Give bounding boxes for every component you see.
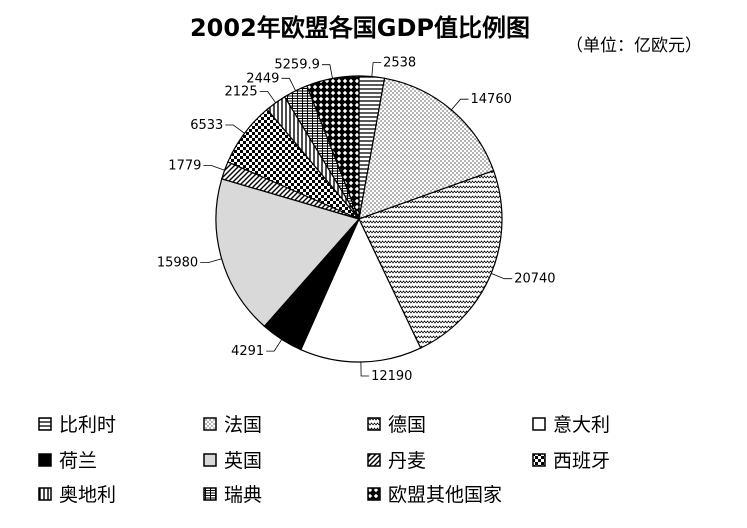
- data-label-7: 6533: [190, 118, 223, 133]
- leader-line-1: [451, 98, 469, 111]
- data-label-8: 2125: [225, 84, 258, 99]
- legend-item-2: 德国: [367, 410, 426, 437]
- legend-item-4: 荷兰: [38, 446, 97, 473]
- legend-swatch-1: [203, 416, 217, 431]
- legend-item-6: 丹麦: [367, 446, 426, 473]
- legend-item-0: 比利时: [38, 410, 116, 437]
- data-label-9: 2449: [246, 71, 279, 86]
- legend-item-10: 欧盟其他国家: [367, 480, 502, 507]
- data-label-0: 2538: [383, 56, 416, 71]
- legend-swatch-3: [532, 416, 546, 431]
- legend-swatch-10: [367, 486, 381, 501]
- legend-label-2: 德国: [388, 414, 427, 436]
- leader-line-9: [281, 77, 296, 91]
- legend-swatch-7: [532, 452, 546, 467]
- pie-slice-5: [215, 178, 361, 328]
- leader-line-5: [200, 258, 222, 264]
- legend-item-8: 奥地利: [38, 480, 116, 507]
- legend-label-0: 比利时: [59, 414, 117, 436]
- legend-swatch-9: [203, 486, 217, 501]
- leader-line-3: [360, 361, 370, 377]
- legend-item-7: 西班牙: [532, 446, 610, 473]
- data-label-1: 14760: [471, 92, 512, 107]
- leader-line-2: [491, 273, 513, 280]
- legend-swatch-5: [203, 452, 217, 467]
- legend-label-4: 荷兰: [59, 450, 98, 472]
- data-label-2: 20740: [514, 272, 555, 287]
- leader-line-6: [203, 165, 225, 171]
- data-label-4: 4291: [231, 344, 264, 359]
- legend-label-6: 丹麦: [388, 450, 427, 472]
- legend-label-3: 意大利: [553, 414, 611, 436]
- legend-item-9: 瑞典: [203, 480, 262, 507]
- leader-line-7: [225, 124, 245, 134]
- chart-title: 2002年欧盟各国GDP值比例图: [189, 14, 530, 42]
- legend-label-8: 奥地利: [59, 484, 117, 506]
- legend-swatch-0: [38, 416, 52, 431]
- legend-swatch-2: [367, 416, 381, 431]
- legend-item-1: 法国: [203, 410, 262, 437]
- leader-line-0: [371, 62, 382, 77]
- legend-swatch-4: [38, 452, 52, 467]
- unit-label: （单位：亿欧元）: [566, 36, 702, 56]
- data-label-10: 5259.9: [274, 58, 320, 73]
- leader-line-10: [321, 64, 333, 79]
- data-label-6: 1779: [168, 159, 201, 174]
- legend-swatch-6: [367, 452, 381, 467]
- legend-label-1: 法国: [224, 414, 263, 436]
- legend-item-3: 意大利: [532, 410, 610, 437]
- legend-item-5: 英国: [203, 446, 262, 473]
- data-label-5: 15980: [157, 256, 198, 271]
- leader-line-8: [259, 91, 277, 104]
- pie-slice-3: [300, 217, 422, 363]
- data-label-3: 12190: [371, 369, 412, 384]
- legend-swatch-8: [38, 486, 52, 501]
- leader-line-4: [266, 339, 283, 352]
- legend-label-9: 瑞典: [224, 484, 263, 506]
- legend-label-10: 欧盟其他国家: [388, 484, 503, 506]
- legend-label-5: 英国: [224, 450, 263, 472]
- legend-label-7: 西班牙: [553, 450, 611, 472]
